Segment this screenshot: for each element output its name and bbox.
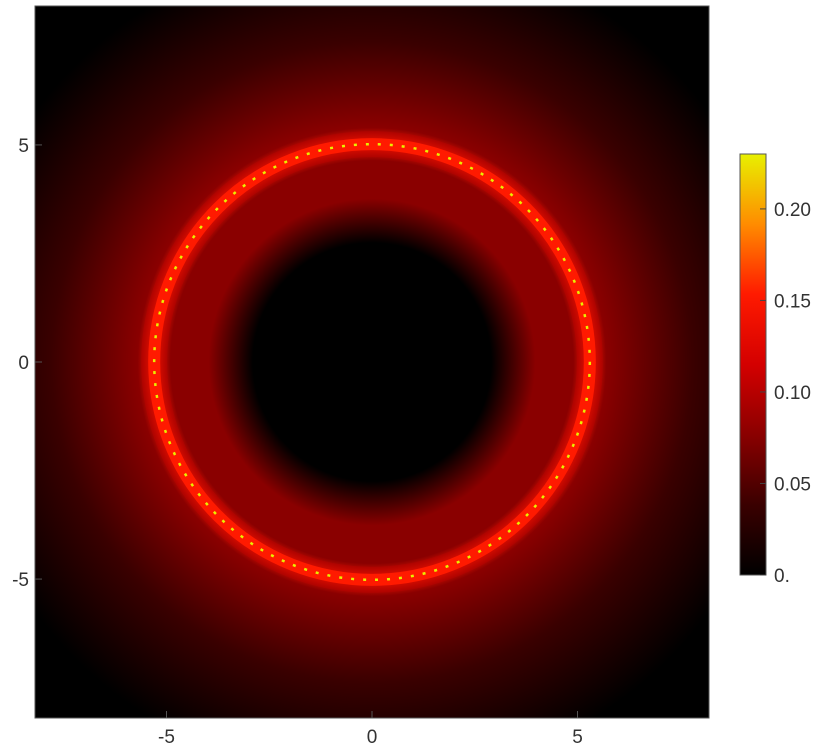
y-tick-label: -5 [12, 570, 29, 591]
colorbar-tick-label: 0. [774, 566, 790, 587]
x-tick-label: -5 [158, 727, 175, 748]
ring-peak-dots [152, 142, 592, 582]
field-background [35, 6, 709, 718]
colorbar-tick-label: 0.20 [774, 200, 811, 221]
y-axis: 5 0 -5 [12, 136, 42, 591]
y-tick-label: 0 [18, 353, 29, 374]
x-axis: -5 0 5 [158, 711, 583, 748]
colorbar-tick-label: 0.10 [774, 383, 811, 404]
x-tick-label: 0 [367, 727, 378, 748]
colorbar: 0. 0.05 0.10 0.15 0.20 [739, 153, 811, 587]
colorbar-ramp [739, 153, 767, 576]
y-tick-label: 5 [18, 136, 29, 157]
plot-area [35, 6, 709, 718]
colorbar-tick-label: 0.15 [774, 291, 811, 312]
colorbar-tick-label: 0.05 [774, 474, 811, 495]
x-tick-label: 5 [572, 727, 583, 748]
colorbar-ticks: 0. 0.05 0.10 0.15 0.20 [760, 200, 811, 587]
